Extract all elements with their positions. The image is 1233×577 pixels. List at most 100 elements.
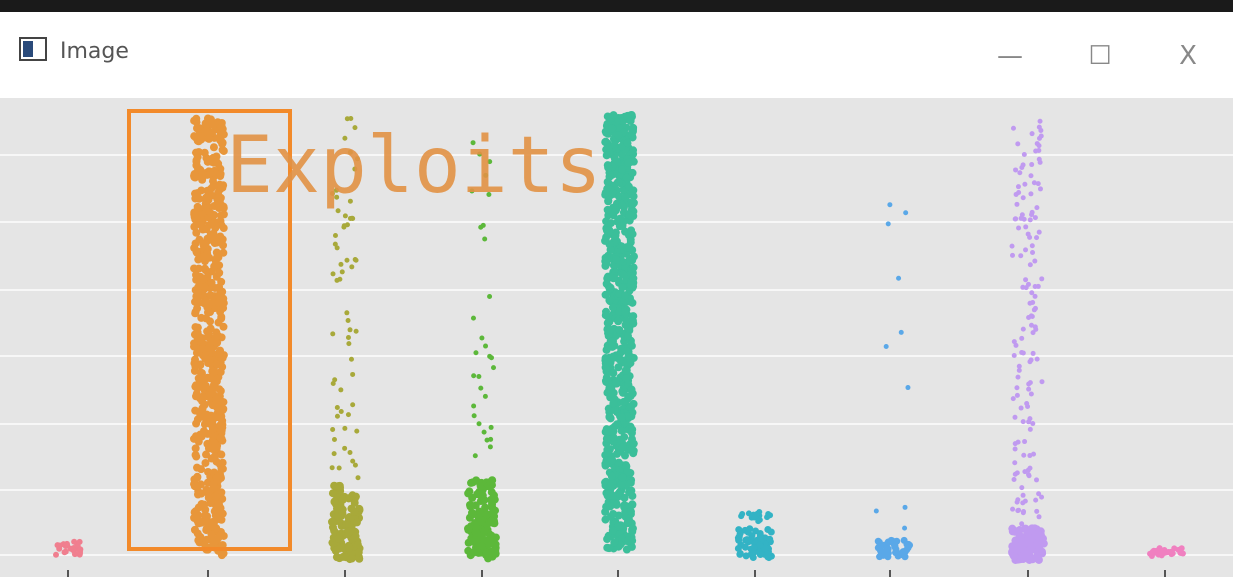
point [622,173,631,182]
point [883,344,889,350]
point [199,298,208,307]
point [332,232,338,238]
point [345,318,351,324]
point [1011,476,1017,482]
point [607,472,616,481]
point [468,478,477,487]
point [628,500,637,509]
point [1011,545,1020,554]
point [464,525,473,534]
point [755,518,762,525]
point [1009,243,1015,249]
app-icon [19,37,47,61]
point [1150,547,1157,554]
point [338,409,344,415]
point [353,540,362,549]
minimize-button[interactable]: — [997,41,1023,71]
point [478,224,484,230]
maximize-button[interactable]: ☐ [1088,41,1111,71]
point [1016,367,1022,373]
point [332,377,338,383]
point [217,515,226,524]
point [342,213,348,219]
point [202,485,211,494]
point [1023,277,1029,283]
point [620,433,629,442]
point [206,498,215,507]
point [1026,315,1032,321]
point [1011,339,1017,345]
point [333,504,342,513]
point [1016,225,1022,231]
point [335,208,341,214]
point [1028,173,1034,179]
point [1023,224,1029,230]
point [601,311,610,320]
point [612,378,621,387]
point [612,255,621,264]
point [1039,379,1045,385]
point [218,130,227,139]
point [1037,159,1043,165]
point [201,381,210,390]
point [1036,147,1042,153]
close-button[interactable]: X [1179,41,1197,71]
point [605,544,614,553]
point [627,402,636,411]
point [483,343,489,349]
point [336,465,342,471]
point [615,355,624,364]
point [328,517,337,526]
point [76,551,83,558]
point [487,517,496,526]
point [885,221,891,227]
point [334,413,340,419]
point [621,507,630,516]
point [626,359,635,368]
point [219,304,228,313]
point [349,264,355,270]
point [212,248,221,257]
point [207,530,216,539]
point [629,125,638,134]
point [1037,118,1043,124]
point [601,459,610,468]
point [202,410,211,419]
point [1014,385,1020,391]
point [476,479,485,488]
point [1014,392,1020,398]
point [344,310,350,316]
point [628,168,637,177]
point [207,337,216,346]
point [615,326,624,335]
point [1023,247,1029,253]
point [67,545,74,552]
point [201,354,210,363]
point [604,318,613,327]
point [192,348,201,357]
point [195,235,204,244]
point [1039,494,1045,500]
point [625,243,634,252]
point [350,371,356,377]
point [618,443,627,452]
point [1028,524,1037,533]
point [217,312,226,321]
point [470,315,476,321]
point [1021,508,1027,514]
point [209,484,218,493]
point [614,458,623,467]
point [481,429,487,435]
point [214,193,223,202]
point [625,211,634,220]
point [354,156,360,162]
point [611,231,620,240]
point [629,263,638,272]
point [339,269,345,275]
point [216,346,225,355]
point [342,445,348,451]
point [902,525,908,531]
point [210,262,219,271]
point [192,156,201,165]
point [483,172,489,178]
